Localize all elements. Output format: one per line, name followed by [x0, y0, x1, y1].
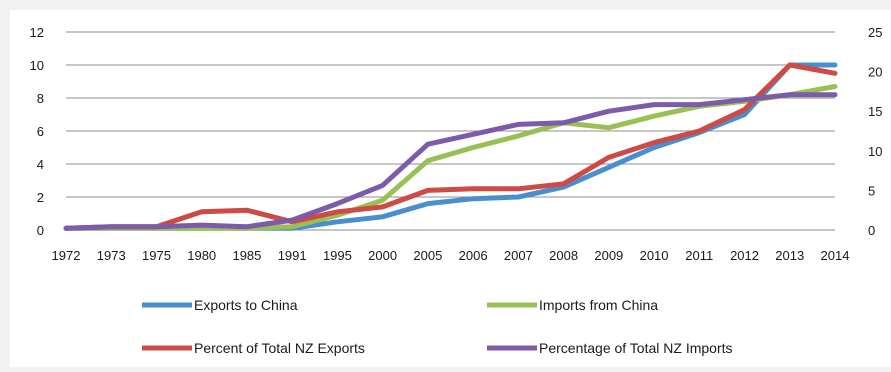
series-line	[63, 62, 838, 231]
y-left-tick-label: 6	[37, 124, 44, 139]
x-tick-label: 2011	[685, 248, 713, 263]
x-tick-label: 1972	[52, 248, 81, 263]
y-right-tick-label: 25	[868, 25, 882, 40]
x-tick-label: 1995	[323, 248, 352, 263]
x-tick-label: 1985	[232, 248, 261, 263]
legend-label: Percent of Total NZ Exports	[194, 340, 365, 356]
x-tick-label: 2007	[504, 248, 533, 263]
line-chart: 0 2 4 6 8 10 12 0 5 10 15 20 25 1972 1973 1975 1980 1985 1…	[30, 25, 883, 356]
x-tick-label: 2013	[775, 248, 804, 263]
y-right-tick-label: 10	[868, 144, 882, 159]
y-right-tick-label: 5	[868, 183, 875, 198]
x-tick-label: 2012	[730, 248, 759, 263]
axes: 0 2 4 6 8 10 12 0 5 10 15 20 25 1972 1973 1975 1980 1985 1…	[30, 25, 883, 263]
y-left-tick-label: 0	[37, 223, 44, 238]
y-left-tick-label: 12	[30, 25, 44, 40]
x-tick-label: 1991	[278, 248, 307, 263]
series-line	[63, 62, 838, 231]
x-tick-label: 2014	[821, 248, 850, 263]
y-left-tick-label: 10	[30, 58, 44, 73]
x-tick-label: 2009	[594, 248, 623, 263]
gridlines	[66, 31, 835, 231]
x-tick-label: 2010	[640, 248, 669, 263]
x-tick-label: 2000	[368, 248, 397, 263]
x-tick-label: 2008	[549, 248, 578, 263]
y-right-tick-label: 20	[868, 65, 882, 80]
legend: Exports to China Imports from China Percen…	[142, 297, 733, 356]
series-line	[63, 84, 838, 231]
chart-panel: 0 2 4 6 8 10 12 0 5 10 15 20 25 1972 1973 1975 1980 1985 1…	[10, 10, 891, 367]
x-tick-label: 1973	[97, 248, 126, 263]
y-left-tick-label: 2	[37, 190, 44, 205]
x-tick-label: 1980	[187, 248, 216, 263]
y-right-tick-label: 0	[868, 223, 875, 238]
legend-label: Imports from China	[539, 297, 658, 313]
y-right-tick-label: 15	[868, 104, 882, 119]
series-lines	[63, 62, 838, 231]
x-tick-label: 1975	[142, 248, 171, 263]
x-tick-label: 2005	[413, 248, 442, 263]
y-left-tick-label: 8	[37, 91, 44, 106]
x-tick-label: 2006	[459, 248, 488, 263]
legend-label: Percentage of Total NZ Imports	[539, 340, 733, 356]
y-left-tick-label: 4	[37, 157, 44, 172]
legend-label: Exports to China	[194, 297, 298, 313]
series-line	[63, 92, 838, 231]
